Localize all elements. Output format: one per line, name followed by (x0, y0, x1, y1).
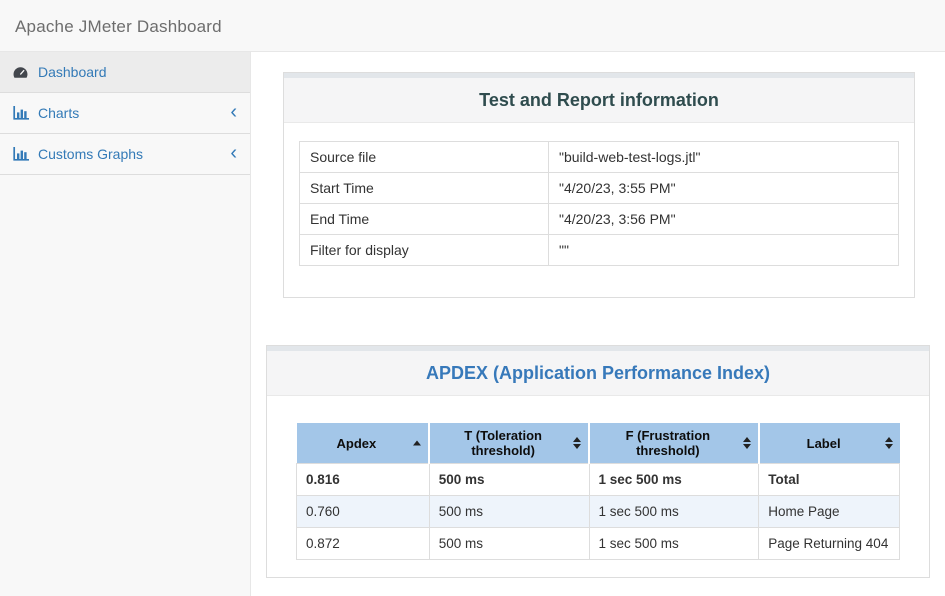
info-row-label: End Time (300, 204, 549, 235)
apdex-panel: APDEX (Application Performance Index) Ap… (266, 345, 930, 578)
app-title: Apache JMeter Dashboard (15, 17, 222, 37)
label-cell: Home Page (759, 496, 900, 528)
table-row: Filter for display "" (300, 235, 899, 266)
info-row-label: Start Time (300, 173, 549, 204)
info-row-value: "4/20/23, 3:55 PM" (549, 173, 899, 204)
chevron-left-icon[interactable]: ‹ (230, 143, 237, 163)
sidebar-item-dashboard[interactable]: Dashboard (0, 52, 250, 93)
sort-unsorted-icon (885, 437, 893, 449)
test-report-info-title: Test and Report information (479, 90, 719, 111)
info-row-value: "" (549, 235, 899, 266)
sidebar: Dashboard Charts ‹ Customs Graphs ‹ (0, 52, 251, 596)
apdex-heading: APDEX (Application Performance Index) (267, 346, 929, 396)
apdex-table: Apdex T (Toleration threshold) F (Frustr… (296, 423, 900, 560)
sidebar-item-label: Customs Graphs (35, 146, 143, 162)
frustration-cell: 1 sec 500 ms (589, 464, 759, 496)
apdex-cell: 0.816 (297, 464, 430, 496)
column-header-label-col[interactable]: Label (759, 423, 900, 464)
chevron-left-icon[interactable]: ‹ (230, 102, 237, 122)
apdex-cell: 0.760 (297, 496, 430, 528)
bar-chart-icon (13, 147, 35, 161)
info-row-value: "build-web-test-logs.jtl" (549, 142, 899, 173)
column-header-apdex[interactable]: Apdex (297, 423, 430, 464)
column-header-toleration[interactable]: T (Toleration threshold) (429, 423, 589, 464)
sort-ascending-icon (413, 441, 421, 446)
label-cell: Total (759, 464, 900, 496)
column-header-label: F (Frustration threshold) (626, 428, 711, 458)
sort-unsorted-icon (573, 437, 581, 449)
label-cell: Page Returning 404 (759, 528, 900, 560)
info-row-value: "4/20/23, 3:56 PM" (549, 204, 899, 235)
frustration-cell: 1 sec 500 ms (589, 496, 759, 528)
sort-unsorted-icon (743, 437, 751, 449)
table-row: 0.816 500 ms 1 sec 500 ms Total (297, 464, 900, 496)
test-report-info-heading: Test and Report information (284, 73, 914, 123)
table-row: End Time "4/20/23, 3:56 PM" (300, 204, 899, 235)
table-row: Source file "build-web-test-logs.jtl" (300, 142, 899, 173)
toleration-cell: 500 ms (429, 464, 589, 496)
apdex-cell: 0.872 (297, 528, 430, 560)
table-row: Start Time "4/20/23, 3:55 PM" (300, 173, 899, 204)
main-content: Test and Report information Source file … (251, 52, 945, 596)
info-row-label: Filter for display (300, 235, 549, 266)
table-row: 0.760 500 ms 1 sec 500 ms Home Page (297, 496, 900, 528)
sidebar-item-label: Charts (35, 105, 79, 121)
sidebar-item-label: Dashboard (35, 64, 107, 80)
frustration-cell: 1 sec 500 ms (589, 528, 759, 560)
table-header-row: Apdex T (Toleration threshold) F (Frustr… (297, 423, 900, 464)
test-report-info-panel: Test and Report information Source file … (283, 72, 915, 298)
toleration-cell: 500 ms (429, 496, 589, 528)
toleration-cell: 500 ms (429, 528, 589, 560)
tachometer-icon (13, 66, 35, 79)
column-header-label: T (Toleration threshold) (464, 428, 542, 458)
column-header-label: Label (807, 436, 841, 451)
column-header-label: Apdex (337, 436, 377, 451)
app-header: Apache JMeter Dashboard (0, 0, 945, 52)
apdex-title: APDEX (Application Performance Index) (426, 363, 770, 384)
bar-chart-icon (13, 106, 35, 120)
info-row-label: Source file (300, 142, 549, 173)
column-header-frustration[interactable]: F (Frustration threshold) (589, 423, 759, 464)
sidebar-item-charts[interactable]: Charts ‹ (0, 93, 250, 134)
sidebar-item-customs-graphs[interactable]: Customs Graphs ‹ (0, 134, 250, 175)
table-row: 0.872 500 ms 1 sec 500 ms Page Returning… (297, 528, 900, 560)
test-report-info-table: Source file "build-web-test-logs.jtl" St… (299, 141, 899, 266)
